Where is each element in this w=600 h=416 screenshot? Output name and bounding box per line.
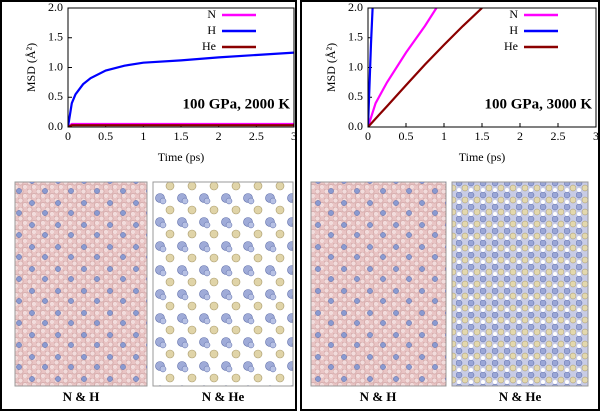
snapshot-label: N & H [63, 389, 100, 404]
x-tick-label: 0.5 [399, 129, 414, 143]
line [68, 124, 294, 127]
y-tick-label: 1.5 [48, 30, 63, 44]
line [368, 8, 438, 127]
y-tick-label: 0.5 [348, 89, 363, 103]
y-tick-label: 2.0 [348, 0, 363, 14]
x-tick-label: 0 [365, 129, 371, 143]
x-axis-label: Time (ps) [459, 150, 506, 164]
x-tick-label: 0.5 [98, 129, 113, 143]
y-tick-label: 0.5 [48, 89, 63, 103]
x-tick-label: 3 [291, 129, 297, 143]
x-tick-label: 1 [441, 129, 447, 143]
y-tick-label: 1.0 [348, 59, 363, 73]
legend-label: He [202, 39, 216, 53]
snapshot-label: N & H [360, 389, 397, 404]
line [68, 122, 294, 127]
snapshot [14, 181, 589, 387]
legend-label: He [504, 39, 518, 53]
x-tick-label: 1 [140, 129, 146, 143]
y-tick-label: 1.0 [48, 59, 63, 73]
x-tick-label: 1.5 [174, 129, 189, 143]
y-tick-label: 0.0 [48, 119, 63, 133]
y-axis-label: MSD (Å²) [324, 43, 338, 92]
panel-frame [0, 0, 297, 411]
x-tick-label: 2 [216, 129, 222, 143]
x-axis-label: Time (ps) [158, 150, 205, 164]
legend-label: H [207, 23, 216, 37]
plot-frame [367, 7, 597, 128]
line [68, 51, 294, 127]
x-tick-label: 3 [593, 129, 599, 143]
legend-label: H [509, 23, 518, 37]
x-tick-label: 0 [65, 129, 71, 143]
y-axis-label: MSD (Å²) [24, 43, 38, 92]
snapshot-label: N & He [202, 389, 245, 404]
legend-label: N [509, 7, 518, 21]
line [368, 8, 374, 127]
snapshot-label: N & He [499, 389, 542, 404]
plot-frame [67, 7, 295, 128]
legend-label: N [207, 7, 216, 21]
y-tick-label: 0.0 [348, 119, 363, 133]
x-tick-label: 2.5 [551, 129, 566, 143]
y-tick-label: 2.0 [48, 0, 63, 14]
line [368, 8, 483, 127]
annotation: 100 GPa, 3000 K [485, 96, 593, 112]
annotation: 100 GPa, 2000 K [183, 96, 291, 112]
y-tick-label: 1.5 [348, 30, 363, 44]
x-tick-label: 1.5 [475, 129, 490, 143]
x-tick-label: 2 [517, 129, 523, 143]
x-tick-label: 2.5 [249, 129, 264, 143]
panel-frame [300, 0, 600, 411]
